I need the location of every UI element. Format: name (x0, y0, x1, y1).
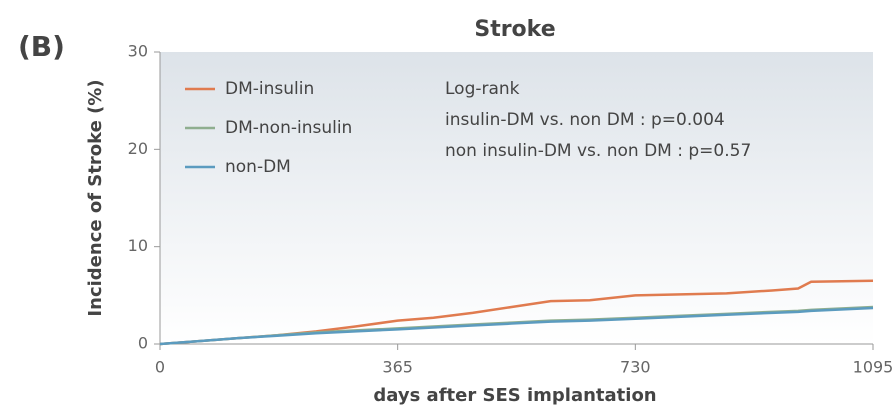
series-line (159, 306, 874, 346)
y-tick-label: 30 (128, 42, 148, 61)
y-tick-label: 0 (138, 334, 148, 353)
x-tick-label: 365 (382, 358, 413, 377)
plot-background (160, 52, 873, 344)
y-tick-label: 10 (128, 236, 148, 255)
annotation: insulin-DM vs. non DM : p=0.004 (445, 110, 725, 130)
annotation: Log-rank (445, 79, 520, 99)
x-axis-label: days after SES implantation (373, 385, 656, 406)
x-tick-label: 1095 (853, 358, 892, 377)
x-tick-label: 730 (620, 358, 651, 377)
annotation: non insulin-DM vs. non DM : p=0.57 (445, 141, 751, 161)
legend-label: DM-insulin (225, 79, 314, 99)
legend-label: non-DM (225, 157, 291, 177)
chart-title: Stroke (474, 17, 555, 42)
y-axis-label: Incidence of Stroke (%) (85, 79, 106, 316)
y-tick-label: 20 (128, 139, 148, 158)
x-tick-label: 0 (155, 358, 165, 377)
legend-label: DM-non-insulin (225, 118, 352, 138)
panel-label: (B) (18, 30, 65, 63)
